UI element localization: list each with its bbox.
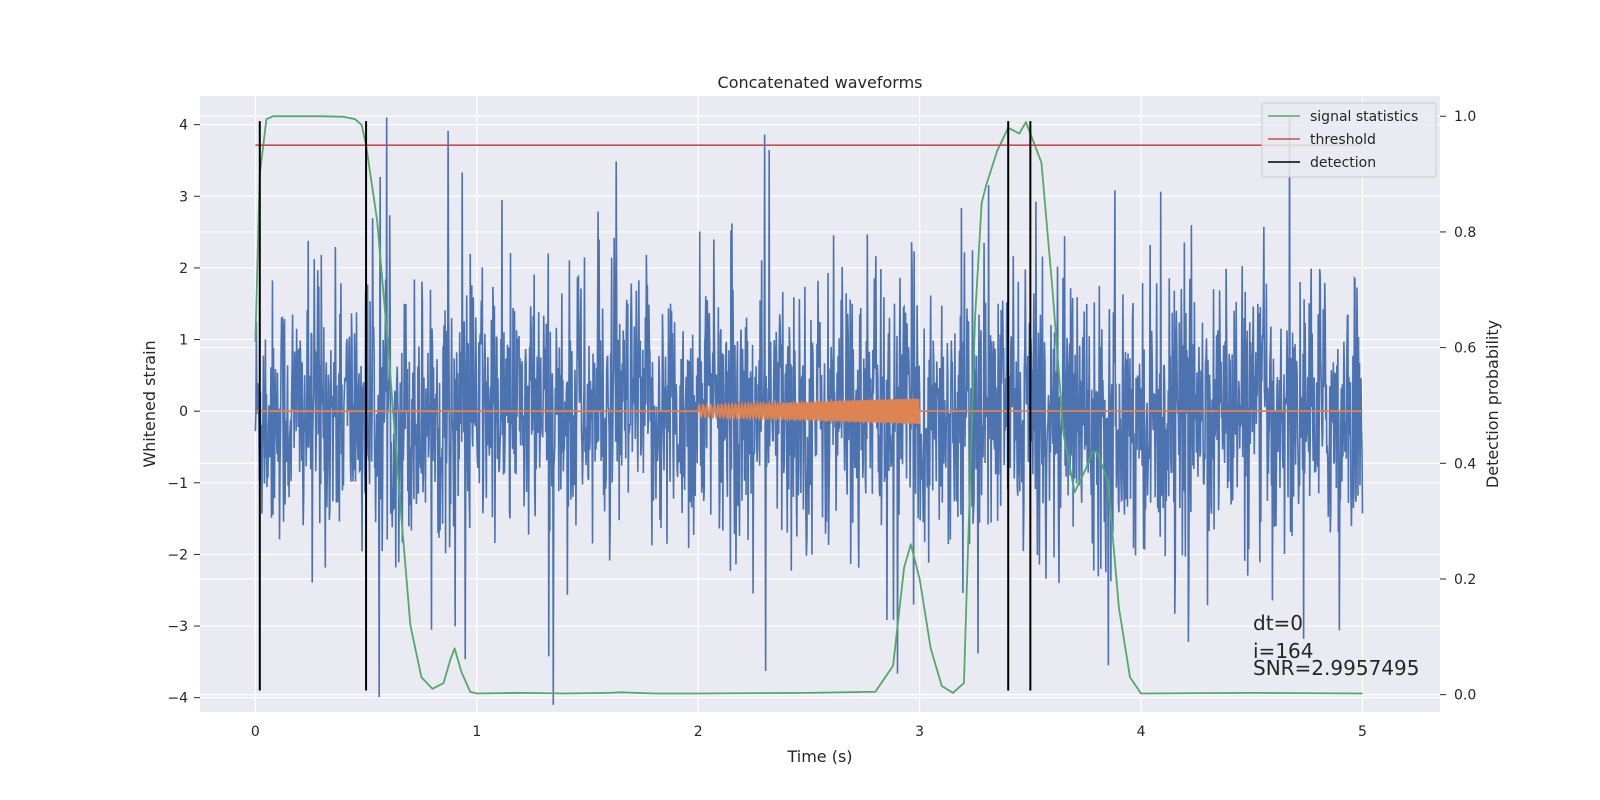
legend: signal statistics threshold detection <box>1261 102 1437 178</box>
y-tick-label: −2 <box>167 547 188 563</box>
x-tick-label: 0 <box>251 724 260 740</box>
y-tick-label: −3 <box>167 619 188 635</box>
axes: 0 1 2 3 4 5 −4 −3 −2 −1 0 1 2 3 4 0.0 0.2 0.4 0.6 0.8 1.0 <box>167 109 1476 740</box>
y2-tick-label: 0.8 <box>1454 225 1476 241</box>
legend-label-threshold: threshold <box>1310 132 1376 148</box>
legend-label-signal-statistics: signal statistics <box>1310 109 1418 125</box>
injected-waveform-series <box>255 398 1363 426</box>
y2-tick-label: 0.6 <box>1454 341 1476 357</box>
x-axis-label: Time (s) <box>786 747 852 766</box>
y2-tick-label: 0.0 <box>1454 688 1476 704</box>
x-tick-label: 2 <box>694 724 703 740</box>
detection-lines <box>258 121 1032 691</box>
x-tick-label: 4 <box>1137 724 1146 740</box>
annotation-snr: SNR=2.9957495 <box>1253 656 1419 680</box>
y2-tick-label: 0.2 <box>1454 572 1476 588</box>
injected-waveform-line <box>255 398 1363 426</box>
y-tick-label: −1 <box>167 476 188 492</box>
chart-title: Concatenated waveforms <box>718 73 923 92</box>
y-tick-label: 4 <box>179 118 188 134</box>
legend-box <box>1261 102 1437 178</box>
y-axis-label: Whitened strain <box>140 340 159 467</box>
y-tick-label: 1 <box>179 333 188 349</box>
y-tick-label: 3 <box>179 189 188 205</box>
x-tick-label: 5 <box>1358 724 1367 740</box>
y2-tick-label: 0.4 <box>1454 456 1476 472</box>
y2-tick-label: 1.0 <box>1454 109 1476 125</box>
legend-label-detection: detection <box>1310 155 1376 171</box>
x-tick-label: 1 <box>472 724 481 740</box>
y-tick-label: −4 <box>167 691 188 707</box>
annotation-dt: dt=0 <box>1253 611 1303 635</box>
annotation-index: i=164 <box>1253 639 1314 663</box>
y-tick-label: 0 <box>179 404 188 420</box>
x-tick-label: 3 <box>915 724 924 740</box>
y-tick-label: 2 <box>179 261 188 277</box>
y2-axis-label: Detection probability <box>1483 320 1502 488</box>
